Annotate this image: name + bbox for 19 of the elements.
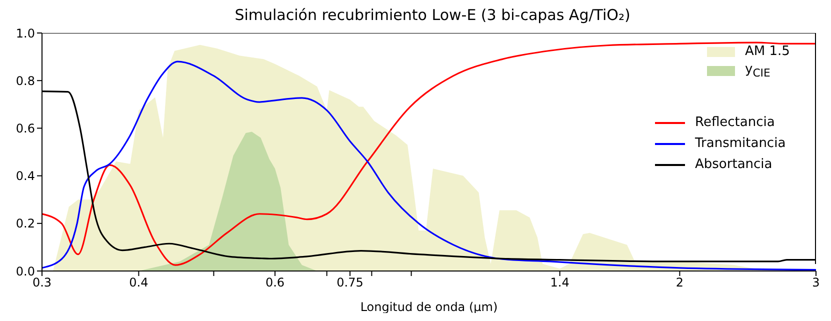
legend-label: Absortancia <box>695 157 772 172</box>
y-tick-label: 0.6 <box>16 121 35 136</box>
x-tick-label: 2 <box>676 276 684 290</box>
y-tick-label: 0.8 <box>16 74 35 88</box>
chart-title: Simulación recubrimiento Low-E (3 bi-capas Ag/TiO₂) <box>234 6 632 24</box>
x-tick-label: 0.75 <box>336 276 364 290</box>
legend-label: Transmitancia <box>695 136 786 151</box>
y-tick-label: 0.2 <box>16 216 35 231</box>
legend-label: Reflectancia <box>695 115 775 130</box>
y-tick-label: 0.0 <box>16 264 35 278</box>
legend-label: AM 1.5 <box>745 44 790 59</box>
x-tick-label: 3 <box>812 276 820 290</box>
y-tick-label: 0.4 <box>16 169 35 184</box>
x-tick-label: 1.4 <box>550 276 570 290</box>
x-tick-label: 0.3 <box>32 276 52 290</box>
y-tick-label: 1.0 <box>16 26 35 40</box>
x-tick-label: 0.6 <box>265 276 285 290</box>
x-tick-label: 0.4 <box>129 276 148 290</box>
legend-label: y$_{CIE}$ <box>745 62 770 80</box>
